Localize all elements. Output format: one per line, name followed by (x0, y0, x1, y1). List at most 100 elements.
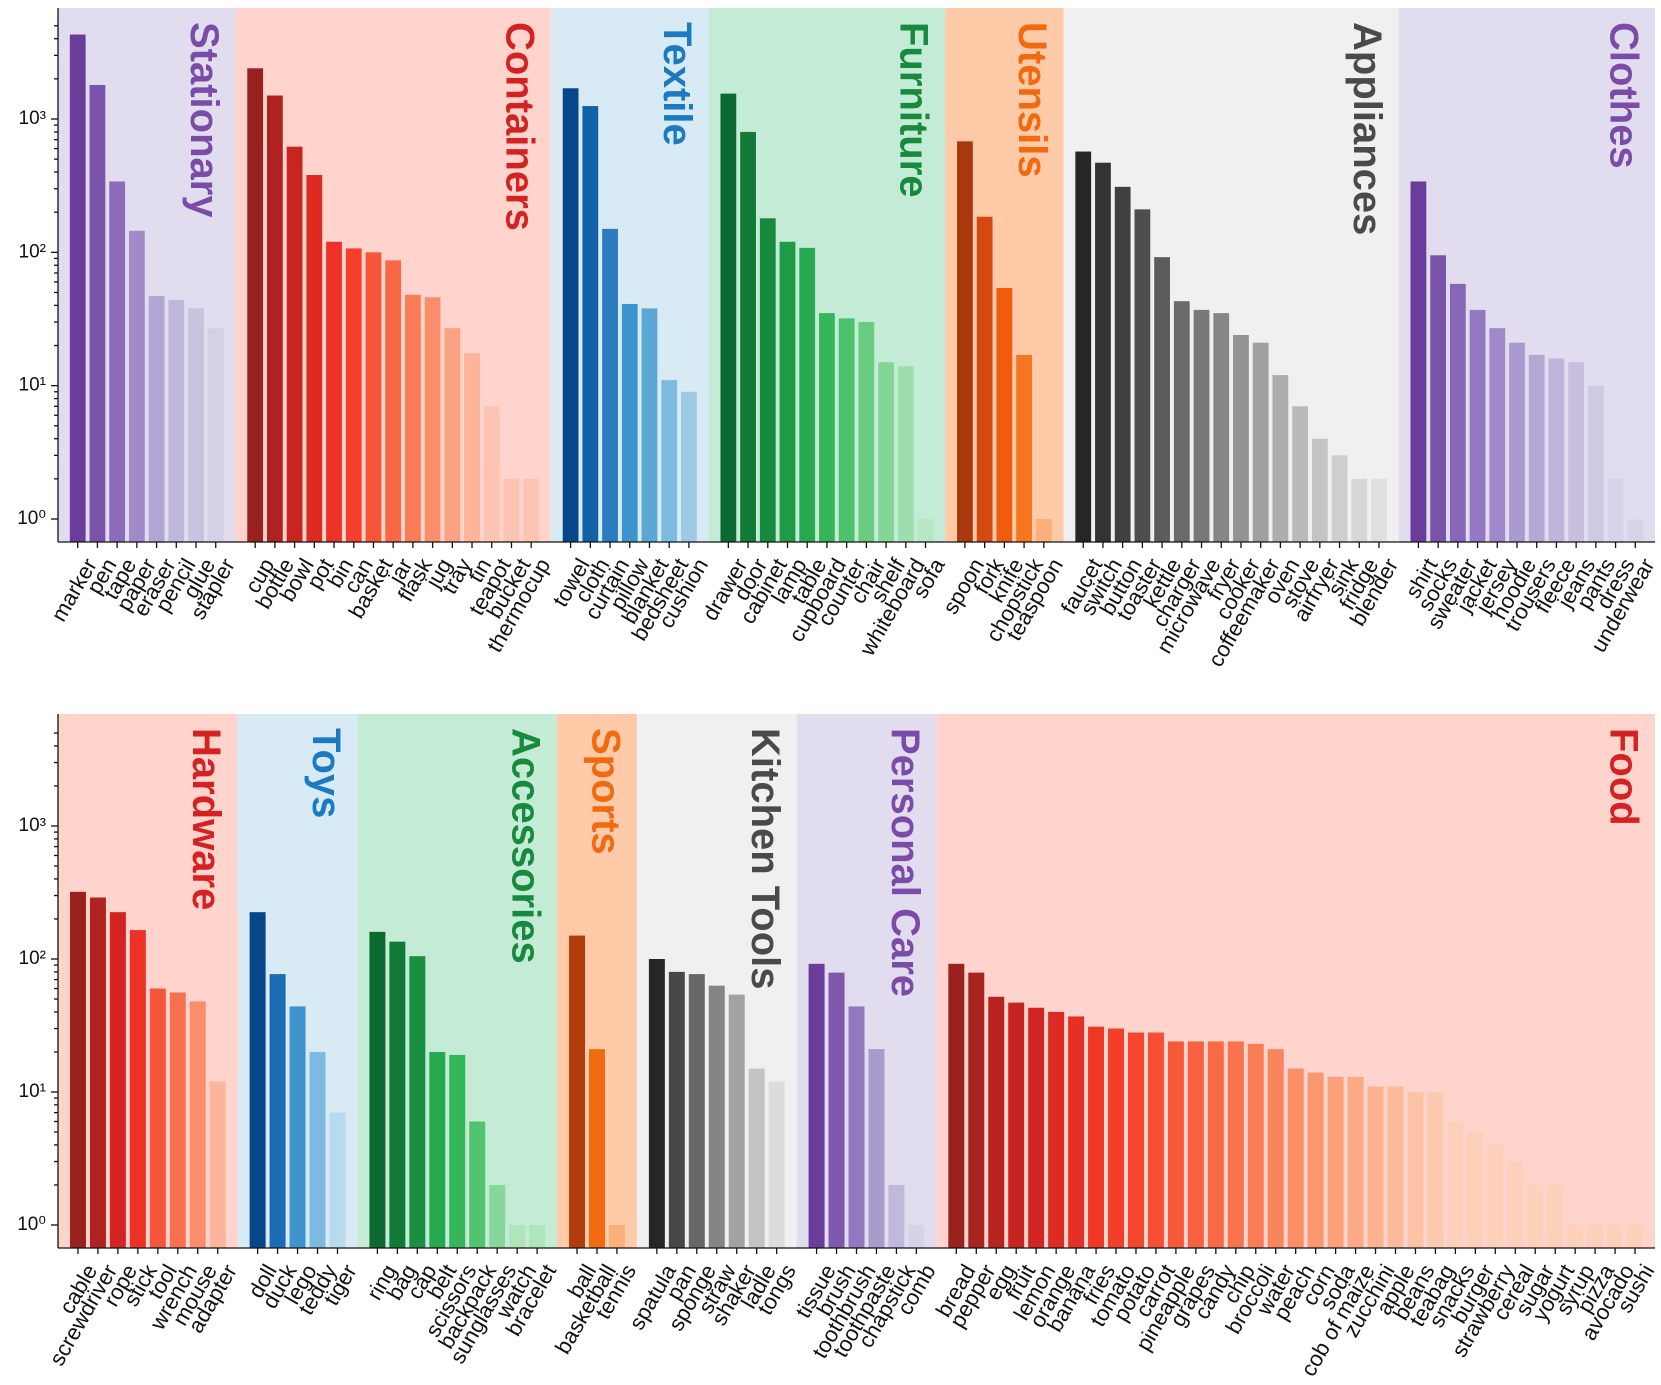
bar-bowl (286, 146, 303, 543)
bar-lamp (779, 241, 796, 543)
bar-towel (562, 88, 579, 543)
bar-sponge (688, 974, 705, 1248)
bar-tiger (329, 1112, 346, 1248)
bar-flask (405, 294, 421, 542)
group-furniture-title: Furniture (892, 22, 936, 198)
bar-syrup (1567, 1225, 1584, 1248)
group-containers-title: Containers (497, 22, 541, 231)
bar-cable (69, 891, 86, 1248)
bar-pan (668, 971, 685, 1248)
y-tick-label: 10² (19, 241, 46, 262)
bar-fryer (1213, 313, 1230, 542)
group-toys-title: Toys (304, 728, 348, 818)
bar-stapler (207, 328, 224, 542)
bar-pants (1587, 385, 1604, 542)
bar-jug (424, 297, 441, 542)
bar-bracelet (529, 1225, 546, 1248)
bar-faucet (1075, 151, 1092, 542)
bar-teaspoon (1035, 519, 1052, 542)
group-utensils-title: Utensils (1010, 22, 1054, 178)
bar-underwear (1627, 519, 1644, 542)
bar-jeans (1568, 362, 1585, 542)
group-appliances-title: Appliances (1345, 22, 1389, 235)
bar-sushi (1627, 1225, 1644, 1248)
bar-whiteboard (897, 366, 914, 542)
bar-comb (908, 1225, 925, 1248)
bar-shirt (1410, 181, 1427, 542)
bar-sink (1331, 455, 1348, 542)
bar-soda (1327, 1076, 1344, 1248)
bar-marker (69, 34, 86, 543)
bar-eraser (148, 296, 165, 542)
bar-bin (326, 241, 342, 543)
bar-counter (838, 318, 855, 542)
bar-cup (247, 68, 264, 542)
bar-yogurt (1547, 1184, 1564, 1248)
bar-bottle (266, 95, 283, 542)
bar-trousers (1528, 354, 1545, 542)
bar-cushion (681, 391, 697, 542)
bar-teddy (309, 1051, 326, 1248)
group-hardware-title: Hardware (184, 728, 228, 910)
bar-burger (1467, 1132, 1484, 1248)
bar-airfryer (1311, 438, 1328, 542)
bar-cooker (1233, 334, 1249, 542)
bar-wrench (169, 992, 186, 1248)
bar-adapter (209, 1081, 226, 1248)
bar-curtain (602, 228, 618, 542)
y-tick-label: 10⁰ (17, 1214, 46, 1235)
bar-jar (385, 260, 402, 542)
group-accessories-title: Accessories (504, 728, 548, 964)
bar-water (1267, 1049, 1284, 1248)
bar-pot (306, 175, 323, 542)
bar-fridge (1351, 478, 1368, 542)
bar-button (1114, 186, 1131, 543)
bar-charger (1173, 301, 1190, 542)
bar-candy (1207, 1041, 1224, 1248)
y-tick-label: 10¹ (19, 1081, 46, 1102)
bar-doll (249, 912, 266, 1248)
bar-spoon (957, 141, 973, 542)
bar-screwdriver (89, 897, 106, 1248)
group-clothes-title: Clothes (1601, 22, 1645, 169)
bar-peach (1287, 1068, 1304, 1248)
bar-egg (988, 996, 1005, 1248)
bar-pineapple (1167, 1041, 1184, 1248)
bar-ball (569, 935, 586, 1248)
bar-tongs (768, 1081, 785, 1248)
bar-basket (365, 252, 382, 543)
bar-bread (948, 963, 965, 1248)
bar-knife (996, 288, 1013, 542)
y-tick-label: 10⁰ (17, 508, 46, 529)
group-stationary-background (58, 8, 236, 542)
bar-oven (1272, 375, 1289, 542)
group-kitchen-tools-title: Kitchen Tools (743, 728, 787, 989)
bar-cereal (1507, 1161, 1524, 1248)
bottom-chart: Hardwarecablescrewdriverropesticktoolwre… (17, 714, 1659, 1381)
group-personal-care-title: Personal Care (883, 728, 927, 997)
bar-tissue (808, 963, 825, 1248)
bar-beans (1407, 1092, 1424, 1248)
bar-strawberry (1487, 1144, 1504, 1248)
bar-tool (149, 988, 166, 1248)
bar-banana (1068, 1016, 1085, 1248)
bar-socks (1430, 255, 1447, 542)
bar-kettle (1154, 257, 1170, 542)
bar-coffeemaker (1252, 342, 1269, 542)
bar-microwave (1193, 309, 1210, 542)
bar-pencil (168, 299, 185, 542)
bar-spatula (648, 959, 665, 1248)
bar-sweater (1449, 283, 1466, 542)
group-hardware-background (58, 714, 238, 1248)
bar-chair (858, 322, 875, 542)
bar-fork (976, 216, 993, 542)
bar-scissors (449, 1054, 466, 1248)
bar-table (799, 247, 816, 542)
bar-potato (1127, 1032, 1144, 1248)
bar-teapot (483, 406, 500, 542)
bar-bag (389, 941, 406, 1248)
bar-stove (1292, 406, 1308, 542)
bar-tray (444, 328, 461, 542)
bar-fries (1088, 1026, 1105, 1248)
bar-belt (429, 1051, 446, 1248)
